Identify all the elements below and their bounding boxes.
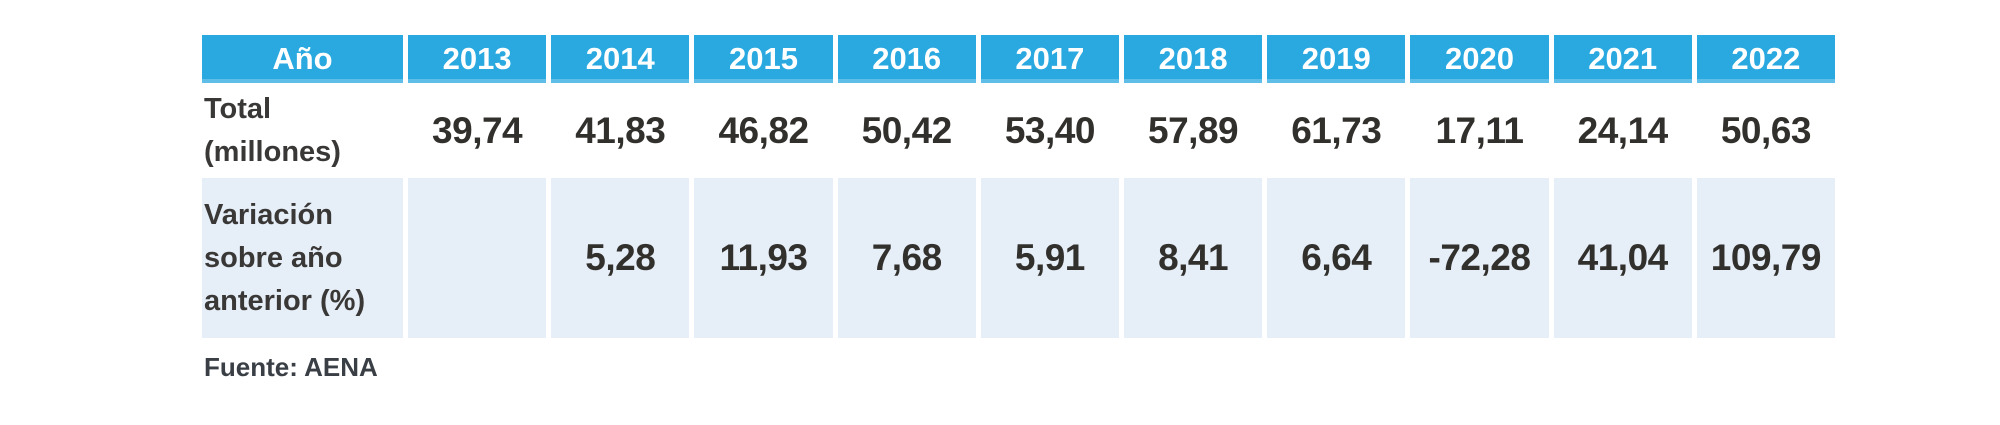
- variation-value-cell: [408, 178, 547, 338]
- data-table: Año 2013 2014 2015 2016 2017 2018 2019 2…: [202, 35, 1835, 338]
- variation-value-cell: 5,28: [551, 178, 690, 338]
- year-header-cell: 2020: [1410, 35, 1549, 83]
- total-value-cell: 39,74: [432, 109, 523, 151]
- year-header-cell: 2018: [1123, 35, 1263, 83]
- year-header-cell: 2016: [837, 35, 976, 83]
- variation-value-cell: 11,93: [694, 178, 833, 338]
- header-cell-ano: Año: [202, 35, 403, 83]
- row-label-total: Total (millones): [202, 86, 403, 175]
- row-label-line: (millones): [204, 135, 341, 168]
- variation-value-cell: 6,64: [1267, 178, 1406, 338]
- year-header-cell: 2017: [980, 35, 1119, 83]
- year-header-cell: 2013: [408, 35, 547, 83]
- year-header-cell: 2014: [551, 35, 690, 83]
- variation-value-cell: -72,28: [1410, 178, 1549, 338]
- total-value-cell: 24,14: [1577, 109, 1669, 151]
- row-label-line: Variación: [204, 198, 333, 231]
- total-value-cell: 41,83: [575, 109, 666, 151]
- variation-value-cell: 8,41: [1123, 178, 1263, 338]
- year-header-cell: 2021: [1553, 35, 1692, 83]
- total-value-cell: 53,40: [1004, 109, 1096, 151]
- year-header-cell: 2019: [1267, 35, 1406, 83]
- variation-value-cell: 7,68: [837, 178, 976, 338]
- year-header-cell: 2015: [694, 35, 833, 83]
- total-value-cell: 50,42: [861, 109, 953, 151]
- total-value-cell: 50,63: [1720, 109, 1812, 151]
- total-value-cell: 61,73: [1291, 109, 1382, 151]
- row-label-line: anterior (%): [204, 284, 366, 317]
- source-note: Fuente: AENA: [204, 352, 378, 382]
- total-value-cell: 57,89: [1148, 109, 1239, 151]
- variation-value-cell: 109,79: [1696, 178, 1835, 338]
- variation-value-cell: 41,04: [1553, 178, 1692, 338]
- total-value-cell: 46,82: [718, 109, 809, 151]
- row-label-line: Total: [204, 92, 272, 125]
- total-value-cell: 17,11: [1435, 109, 1524, 151]
- variation-value-cell: 5,91: [980, 178, 1119, 338]
- row-label-line: sobre año: [204, 241, 343, 274]
- year-header-cell: 2022: [1696, 35, 1835, 83]
- row-label-variacion: Variación sobre año anterior (%): [202, 178, 403, 338]
